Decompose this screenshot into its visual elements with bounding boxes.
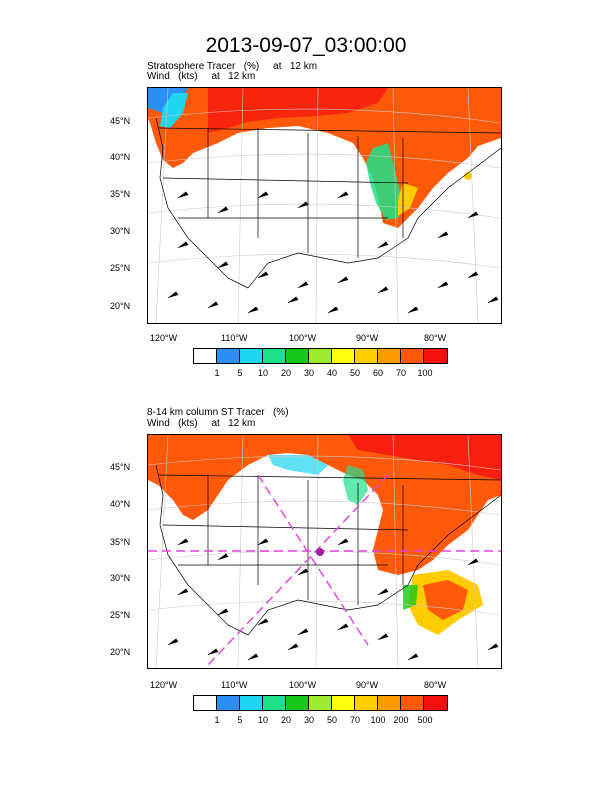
panel2-colorbar-label: 500	[417, 715, 433, 725]
panel2-wind-barbs	[167, 538, 499, 661]
panel1-lon-label: 120°W	[150, 333, 178, 343]
panel1-tracer-blob	[464, 172, 472, 180]
panel2-lat-label: 45°N	[110, 462, 131, 472]
panel2-coastlines	[155, 464, 501, 636]
panel1-lat-label: 25°N	[110, 263, 131, 273]
colorbar-swatch	[309, 349, 332, 363]
panel2-lon-label: 90°W	[356, 680, 379, 690]
panel2-lat-label: 40°N	[110, 499, 131, 509]
panel1-colorbar-label: 20	[280, 368, 291, 378]
colorbar-swatch	[332, 349, 355, 363]
colorbar-swatch	[240, 349, 263, 363]
panel1-coastlines	[155, 117, 501, 289]
panel1-colorbar-label: 5	[237, 368, 243, 378]
panel2-lon-label: 80°W	[424, 680, 447, 690]
colorbar-swatch	[194, 696, 217, 710]
panel2-variable-label: 8-14 km column ST Tracer (%)	[147, 407, 289, 418]
panel1-colorbar-label: 40	[326, 368, 337, 378]
panel1-tracer-band-green	[366, 143, 403, 220]
panel2-tracer-south-green	[403, 585, 418, 610]
panel2-tracer-red	[348, 435, 501, 480]
panel1-tracer-corner-cyan	[160, 93, 188, 128]
colorbar-swatch	[378, 696, 401, 710]
panel2-colorbar-label: 30	[303, 715, 314, 725]
colorbar-swatch	[355, 349, 378, 363]
panel1-colorbar-label: 1	[214, 368, 220, 378]
panel1-graticule	[148, 88, 501, 323]
panel2-lat-label: 30°N	[110, 573, 131, 583]
panel1-colorbar	[193, 348, 448, 364]
colorbar-swatch	[424, 349, 447, 363]
panel1-lat-label: 20°N	[110, 301, 131, 311]
panel1-colorbar-label: 30	[303, 368, 314, 378]
panel1-lon-label: 80°W	[424, 333, 447, 343]
panel2-tracer-green	[343, 465, 368, 505]
panel1-variable-label: Stratosphere Tracer (%) at 12 km	[147, 61, 318, 72]
panel1-lat-label: 40°N	[110, 152, 131, 162]
panel1-colorbar-label: 60	[372, 368, 383, 378]
panel2-colorbar-label: 10	[257, 715, 268, 725]
panel2-tracer-south-orange	[423, 580, 468, 620]
panel2-colorbar-label: 100	[370, 715, 386, 725]
panel1-map-svg	[148, 88, 501, 323]
panel1-tracer-red	[208, 88, 388, 133]
panel2-graticule	[148, 435, 501, 668]
panel2-wind-label: Wind (kts) at 12 km	[147, 418, 256, 429]
panel1-colorbar-label: 50	[349, 368, 360, 378]
panel1-map	[147, 87, 502, 324]
panel1-wind-barbs	[167, 191, 499, 314]
panel2-lat-label: 25°N	[110, 610, 131, 620]
colorbar-swatch	[401, 349, 424, 363]
panel2-tracer-cyan	[268, 455, 328, 475]
panel2-lon-label: 100°W	[289, 680, 317, 690]
panel2-lat-label: 20°N	[110, 647, 131, 657]
colorbar-swatch	[217, 696, 240, 710]
panel1-lon-label: 110°W	[221, 333, 248, 343]
panel2-colorbar-label: 1	[214, 715, 220, 725]
panel1-lon-label: 90°W	[356, 333, 379, 343]
panel2-tracer-high	[148, 435, 501, 575]
colorbar-swatch	[332, 696, 355, 710]
colorbar-swatch	[263, 349, 286, 363]
colorbar-swatch	[355, 696, 378, 710]
panel2-colorbar-label: 200	[393, 715, 409, 725]
colorbar-swatch	[286, 349, 309, 363]
colorbar-swatch	[217, 349, 240, 363]
colorbar-swatch	[309, 696, 332, 710]
panel2-map-svg	[148, 435, 501, 668]
panel1-lon-label: 100°W	[289, 333, 317, 343]
colorbar-swatch	[378, 349, 401, 363]
colorbar-swatch	[401, 696, 424, 710]
panel2-colorbar-label: 5	[237, 715, 243, 725]
panel2-lon-label: 120°W	[150, 680, 178, 690]
colorbar-swatch	[194, 349, 217, 363]
panel1-colorbar-label: 10	[257, 368, 268, 378]
panel2-lon-label: 110°W	[221, 680, 248, 690]
panel1-lat-label: 35°N	[110, 189, 131, 199]
panel2-colorbar-label: 20	[280, 715, 291, 725]
panel2-map	[147, 434, 502, 669]
panel2-colorbar-label: 50	[326, 715, 337, 725]
colorbar-swatch	[286, 696, 309, 710]
figure-title: 2013-09-07_03:00:00	[205, 34, 407, 57]
panel1-lat-label: 45°N	[110, 116, 131, 126]
panel1-lat-label: 30°N	[110, 226, 131, 236]
panel1-colorbar-label: 70	[395, 368, 406, 378]
panel2-cross-section-center	[316, 548, 324, 556]
panel2-colorbar	[193, 695, 448, 711]
panel1-wind-label: Wind (kts) at 12 km	[147, 71, 256, 82]
colorbar-swatch	[240, 696, 263, 710]
panel1-colorbar-label: 100	[417, 368, 433, 378]
panel2-colorbar-label: 70	[349, 715, 360, 725]
panel2-cross-section-lines	[148, 474, 501, 666]
colorbar-swatch	[424, 696, 447, 710]
panel2-lat-label: 35°N	[110, 537, 131, 547]
colorbar-swatch	[263, 696, 286, 710]
